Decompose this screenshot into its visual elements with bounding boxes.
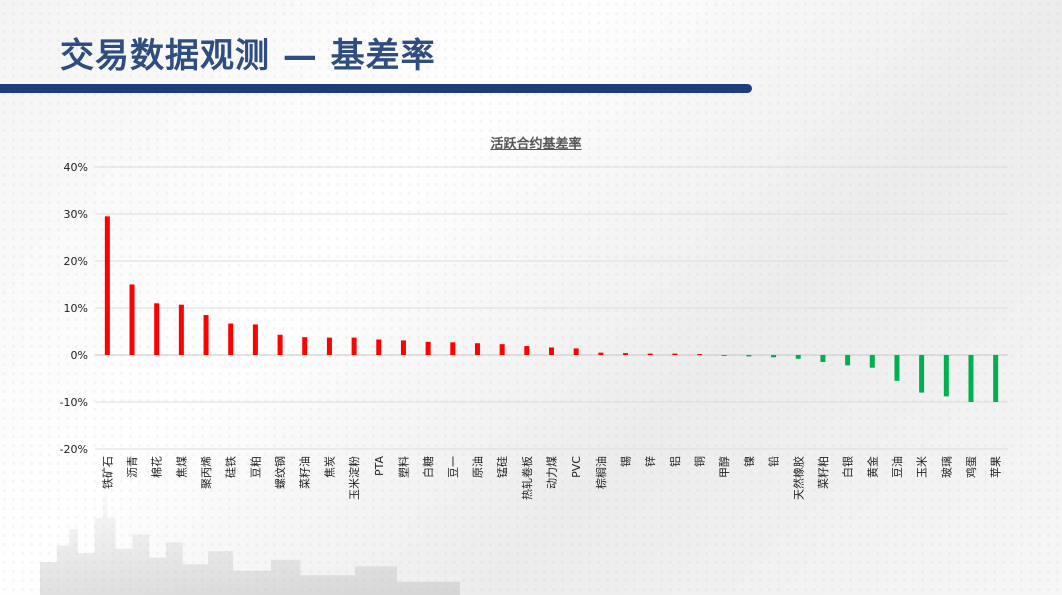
y-tick-label: -10% bbox=[60, 396, 88, 409]
bar bbox=[845, 355, 851, 366]
y-tick-label: 10% bbox=[64, 302, 88, 315]
bar bbox=[302, 337, 308, 355]
x-category-label: 锌 bbox=[643, 456, 657, 467]
x-category-label: 铅 bbox=[767, 456, 781, 467]
bar bbox=[771, 355, 777, 358]
x-category-label: 塑料 bbox=[396, 456, 410, 478]
y-tick-label: 30% bbox=[64, 208, 88, 221]
x-category-label: 热轧卷板 bbox=[520, 456, 534, 500]
x-category-label: 黄金 bbox=[865, 456, 879, 478]
bar bbox=[277, 334, 283, 355]
x-category-label: 焦炭 bbox=[323, 456, 336, 478]
x-category-label: 铜 bbox=[693, 456, 707, 467]
y-axis-tick-labels: -20% -10% 0% 10% 20% 30% 40% bbox=[60, 161, 88, 456]
x-category-label: 沥青 bbox=[126, 456, 139, 478]
x-category-label: 镍 bbox=[742, 456, 756, 467]
y-tick-label: -20% bbox=[60, 443, 88, 456]
x-category-label: 玉米淀粉 bbox=[347, 456, 361, 500]
x-category-label: 焦煤 bbox=[175, 456, 188, 478]
x-category-label: 铁矿石 bbox=[101, 456, 114, 489]
bar bbox=[524, 346, 530, 355]
bar bbox=[943, 355, 949, 397]
bar bbox=[549, 347, 554, 355]
x-category-label: 铝 bbox=[668, 456, 682, 467]
bar bbox=[573, 348, 579, 355]
bar bbox=[919, 355, 925, 393]
bar bbox=[795, 355, 801, 359]
bar bbox=[647, 353, 653, 355]
x-category-label: 天然橡胶 bbox=[791, 456, 805, 500]
bar bbox=[697, 354, 703, 355]
bar bbox=[203, 315, 209, 355]
bar bbox=[326, 337, 332, 355]
y-tick-label: 20% bbox=[64, 255, 88, 268]
x-category-label: 玻璃 bbox=[939, 456, 953, 478]
bar bbox=[474, 343, 480, 355]
x-category-label: 白糖 bbox=[421, 456, 435, 478]
bar bbox=[499, 344, 505, 355]
bar bbox=[104, 216, 110, 355]
x-category-label: 菜籽粕 bbox=[816, 456, 830, 489]
x-category-label: 锡 bbox=[619, 456, 633, 467]
bar bbox=[598, 352, 604, 355]
x-category-label: 原油 bbox=[470, 456, 484, 478]
x-category-label: 棕榈油 bbox=[594, 456, 608, 489]
x-category-label: 硅铁 bbox=[225, 456, 238, 478]
x-category-label: 豆油 bbox=[890, 456, 904, 478]
bar bbox=[351, 337, 357, 355]
bar bbox=[400, 340, 406, 355]
chart-title: 活跃合约基差率 bbox=[490, 137, 582, 152]
bar bbox=[746, 355, 752, 357]
bar bbox=[721, 355, 727, 356]
bar bbox=[623, 353, 629, 355]
title-underline-bar bbox=[0, 84, 752, 93]
x-category-label: 玉米 bbox=[916, 456, 929, 478]
x-category-label: 棉花 bbox=[150, 456, 164, 478]
x-category-label: 螺纹钢 bbox=[273, 456, 287, 489]
bar bbox=[376, 339, 382, 355]
bar bbox=[820, 355, 826, 363]
y-tick-label: 0% bbox=[71, 349, 88, 362]
bar bbox=[178, 304, 184, 355]
bar bbox=[894, 355, 900, 381]
bar bbox=[672, 353, 678, 355]
x-category-label: 豆粕 bbox=[248, 456, 262, 478]
x-category-label: 豆一 bbox=[447, 456, 460, 478]
x-category-label: 苹果 bbox=[989, 456, 1003, 478]
chart-bars bbox=[104, 216, 999, 402]
x-category-label: PVC bbox=[570, 456, 583, 478]
bar bbox=[252, 324, 258, 355]
bar bbox=[968, 355, 974, 402]
bar bbox=[425, 341, 431, 355]
x-category-label: 白银 bbox=[841, 456, 855, 478]
x-category-label: 锰硅 bbox=[495, 456, 509, 478]
bar bbox=[154, 303, 160, 355]
bar bbox=[450, 342, 456, 355]
x-category-label: 鸡蛋 bbox=[964, 456, 978, 478]
bar bbox=[993, 355, 999, 402]
x-axis-category-labels: 铁矿石 沥青 棉花 焦煤 聚丙烯 硅铁 豆粕 螺纹钢 菜籽油 焦炭 玉米淀粉 PTA 塑料 白糖 豆一 原油锰… bbox=[101, 456, 1002, 500]
x-category-label: 聚丙烯 bbox=[200, 456, 213, 489]
x-category-label: PTA bbox=[373, 456, 386, 476]
bar bbox=[129, 284, 135, 355]
page-title: 交易数据观测 — 基差率 bbox=[60, 36, 436, 76]
x-category-label: 动力煤 bbox=[546, 456, 559, 489]
bar bbox=[869, 355, 875, 368]
x-category-label: 甲醇 bbox=[717, 456, 731, 478]
x-category-label: 菜籽油 bbox=[298, 456, 312, 489]
bar bbox=[228, 323, 234, 355]
chart-gridlines bbox=[95, 166, 1008, 450]
y-tick-label: 40% bbox=[64, 161, 88, 174]
